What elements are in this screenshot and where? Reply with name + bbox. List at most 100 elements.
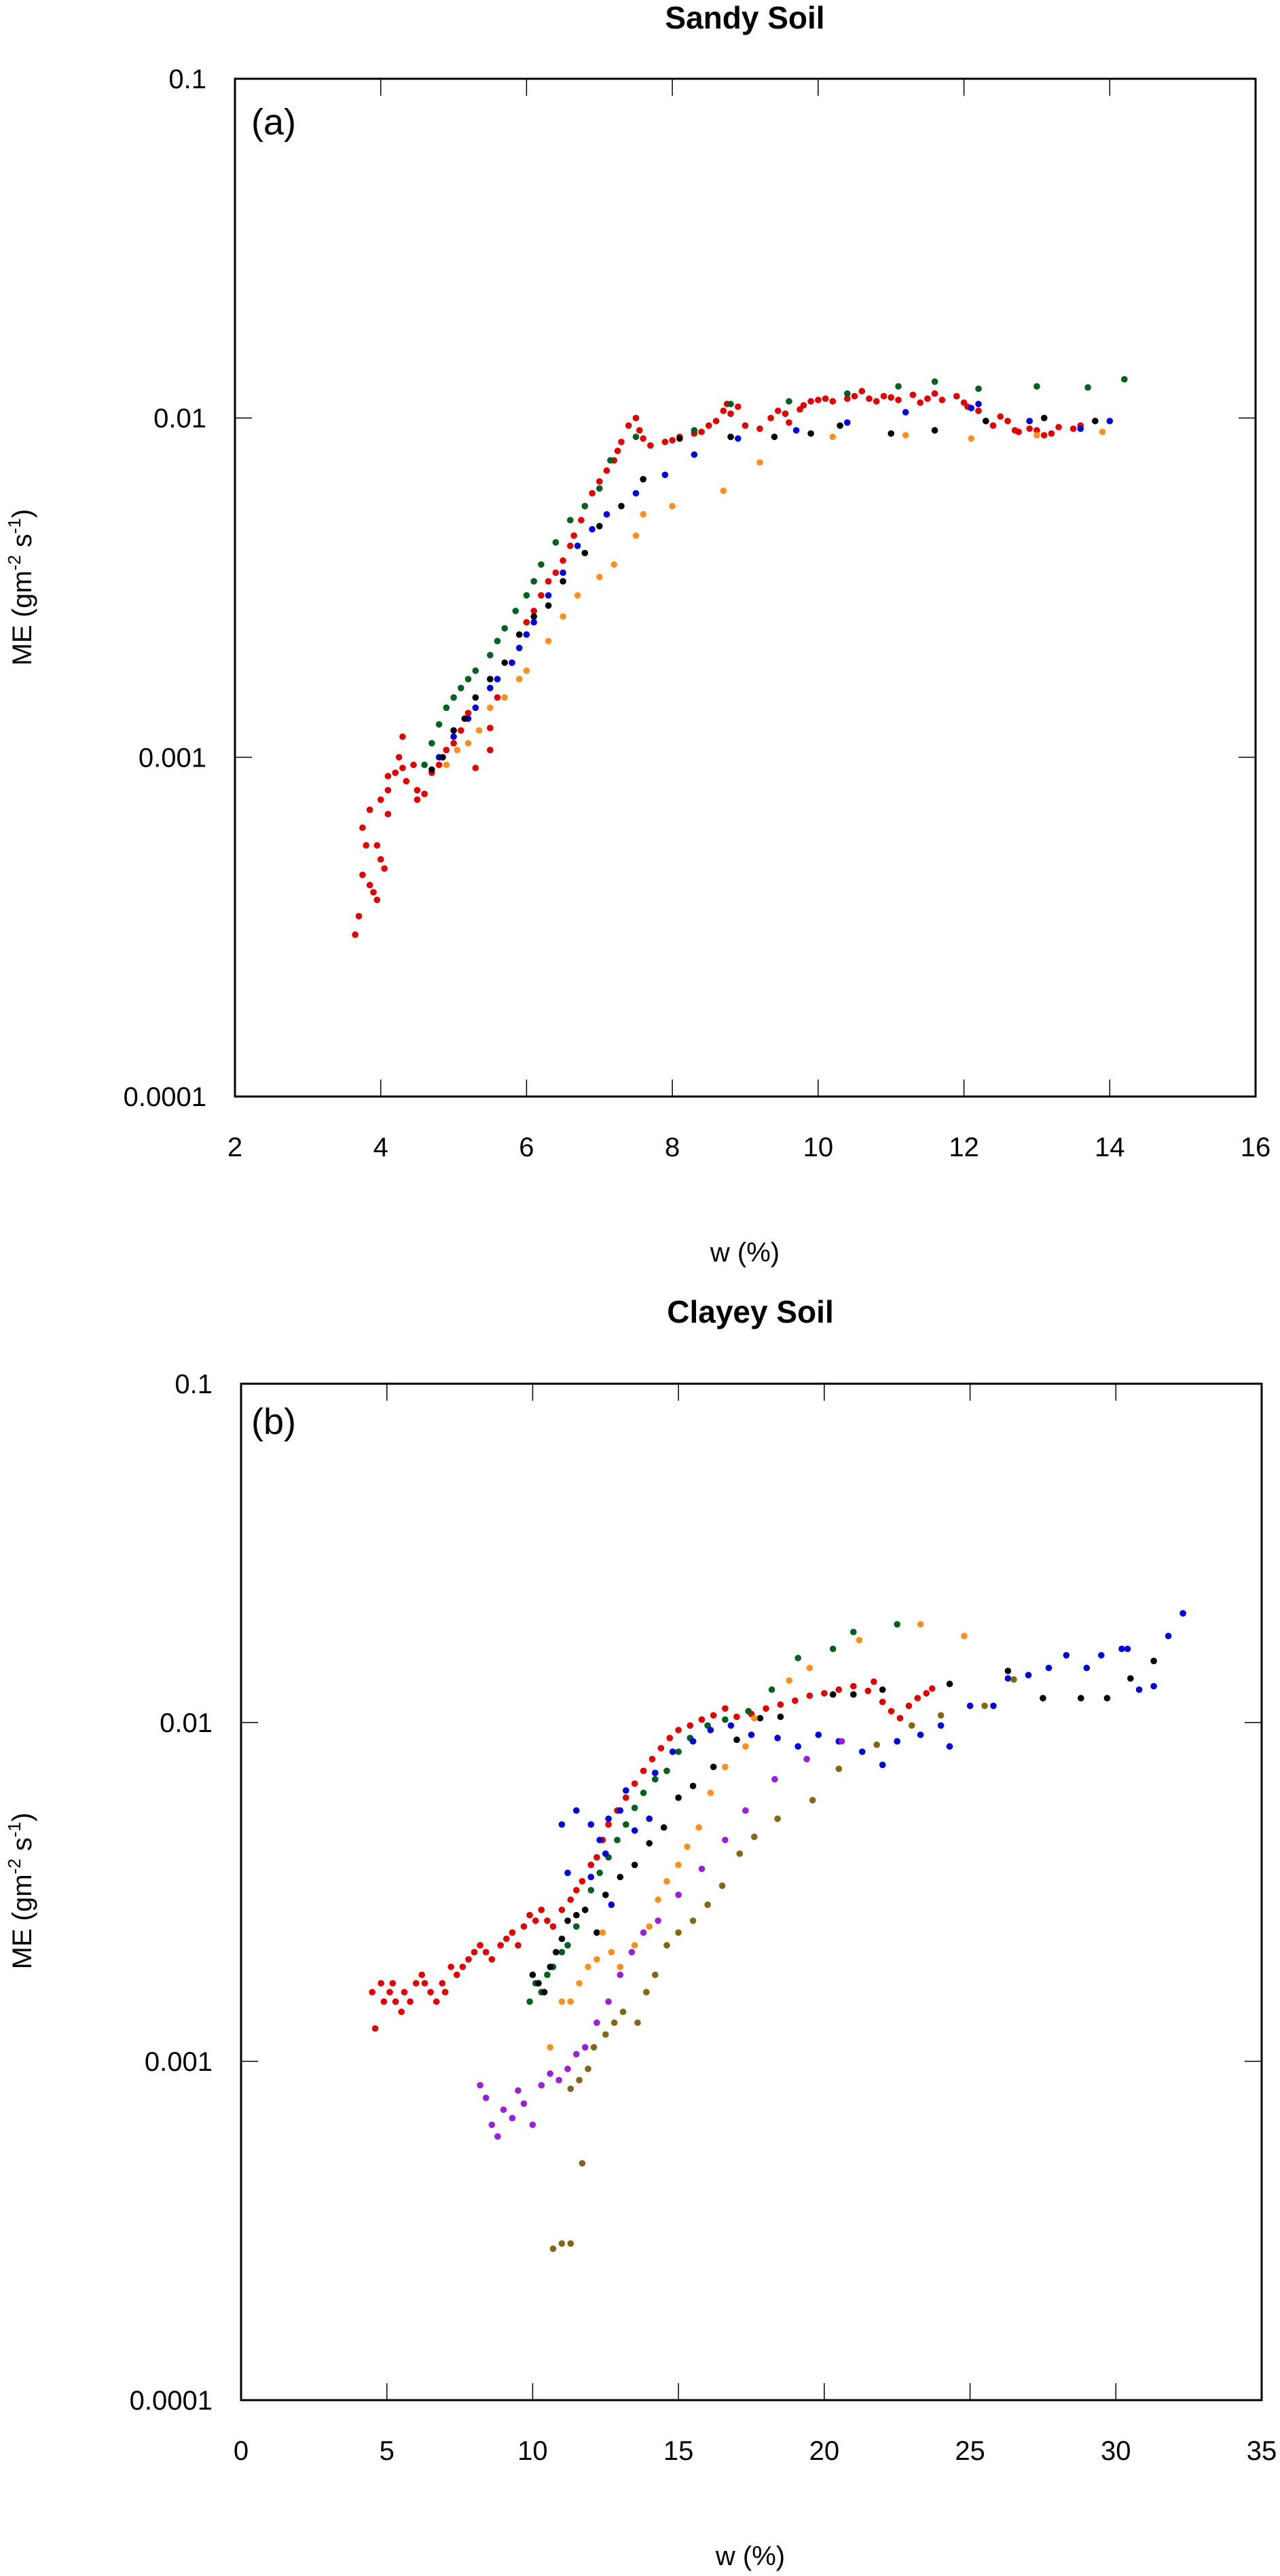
chart-a-point-black (439, 754, 446, 761)
chart-a-point-black (428, 766, 435, 773)
chart-a-point-black (888, 430, 894, 437)
chart-b-point-red (733, 1713, 740, 1721)
chart-a-ytick-label: 0.001 (139, 743, 206, 773)
chart-b-point-orange (631, 1942, 638, 1949)
chart-b-point-olive (704, 1901, 711, 1909)
chart-a-points (352, 375, 1128, 938)
chart-a-point-green (931, 378, 938, 385)
chart-b-point-orange (585, 1964, 591, 1970)
chart-a-point-red (851, 392, 858, 400)
chart-b-point-olive (576, 2076, 583, 2084)
chart-b-xtick-label: 30 (1101, 2436, 1131, 2466)
chart-a-point-black (560, 578, 566, 585)
chart-b-point-red (567, 1896, 574, 1903)
chart-a-point-red (578, 517, 585, 523)
chart-a-point-green (501, 625, 508, 632)
chart-b-point-red (544, 1917, 551, 1924)
chart-b-point-olive (567, 2085, 574, 2093)
chart-b-point-black (646, 1840, 653, 1847)
chart-a-point-green (552, 539, 560, 546)
chart-a-point-red (669, 437, 676, 444)
chart-a-point-red (472, 765, 479, 771)
chart-a-point-red (366, 881, 373, 889)
chart-a-xtick-label: 12 (949, 1133, 979, 1162)
chart-a-point-red (844, 395, 851, 402)
chart-b-point-red (412, 1980, 420, 1987)
chart-b-point-green (663, 1767, 670, 1774)
chart-a-y-label-sup1: -2 (4, 555, 24, 570)
chart-b-point-purple (640, 1929, 647, 1936)
chart-b-point-black (1078, 1695, 1084, 1701)
chart-b-point-red (538, 1907, 545, 1913)
chart-b-point-olive (718, 1882, 726, 1890)
chart-b-point-olive (751, 1833, 758, 1841)
chart-a-point-black (461, 715, 468, 722)
chart-a-point-red (661, 439, 669, 445)
chart-b-point-black (573, 1911, 580, 1919)
chart-b-point-red (835, 1686, 843, 1693)
chart-b-point-blue (564, 1869, 571, 1877)
chart-a-point-red (1026, 425, 1033, 433)
chart-b-point-orange (751, 1714, 758, 1722)
chart-a-point-red (767, 414, 774, 422)
chart-a-point-black (450, 727, 457, 734)
chart-a-point-red (370, 889, 377, 896)
chart-b-xtick-label: 15 (663, 2436, 694, 2466)
chart-a-point-green (538, 561, 545, 568)
chart-a-point-red (924, 395, 931, 402)
chart-a-point-red (450, 739, 457, 747)
chart-a-point-red (782, 410, 789, 418)
chart-b-point-blue (602, 1850, 609, 1857)
chart-b-point-black (660, 1824, 668, 1831)
chart-a-point-blue (632, 490, 640, 497)
chart-b-point-purple (520, 2100, 528, 2108)
chart-a-point-blue (450, 733, 457, 740)
chart-b-point-black (541, 1989, 548, 1995)
chart-b-point-purple (538, 2082, 545, 2089)
chart-a-point-blue (691, 451, 698, 458)
chart-b-point-orange (547, 2044, 553, 2051)
chart-b-point-olive (981, 1702, 988, 1710)
chart-a-point-orange (968, 435, 975, 442)
chart-b-point-red (722, 1705, 729, 1712)
chart-a-point-orange (596, 574, 603, 581)
chart-a-point-green (1034, 383, 1040, 390)
chart-b-y-axis-label: ME (gm-2 s-1) (4, 1813, 37, 1970)
chart-b-point-blue (1150, 1682, 1157, 1690)
chart-b-point-purple (838, 1737, 845, 1745)
chart-a-series-green (421, 375, 1128, 769)
chart-b-point-purple (617, 1971, 624, 1979)
chart-a-point-red (909, 391, 917, 399)
chart-b-point-blue (617, 1807, 624, 1814)
chart-b-point-black (756, 1714, 764, 1722)
chart-a-point-black (837, 422, 843, 429)
chart-b-ytick-label: 0.0001 (130, 2386, 213, 2416)
chart-a-point-red (822, 395, 829, 402)
chart-a-point-blue (523, 631, 530, 638)
chart-b-point-green (587, 1887, 595, 1894)
chart-a-point-red (735, 403, 742, 410)
chart-a-point-red (895, 397, 902, 403)
chart-a-point-red (545, 578, 552, 585)
chart-a-point-blue (975, 401, 982, 407)
chart-b-point-orange (593, 1956, 600, 1963)
chart-b-point-blue (646, 1815, 653, 1822)
chart-b-xtick-label: 20 (809, 2436, 840, 2466)
chart-a-point-blue (545, 592, 552, 599)
chart-b-point-purple (803, 1756, 810, 1763)
chart-a-point-red (352, 931, 359, 938)
chart-b-point-red (477, 1942, 483, 1949)
chart-b-point-orange (917, 1621, 924, 1628)
chart-a-point-red (538, 592, 545, 599)
chart-b-point-black (581, 1907, 589, 1913)
chart-a-point-orange (669, 502, 676, 510)
chart-b-point-orange (806, 1664, 813, 1672)
chart-a-point-red (636, 427, 643, 434)
chart-b-point-red (454, 1971, 460, 1979)
chart-b-point-black (564, 1917, 571, 1924)
chart-b-point-red (520, 1923, 528, 1930)
chart-a-point-blue (494, 676, 501, 682)
chart-b-point-black (733, 1736, 740, 1744)
chart-b-point-red (579, 1878, 586, 1885)
chart-a-point-red (403, 777, 410, 785)
